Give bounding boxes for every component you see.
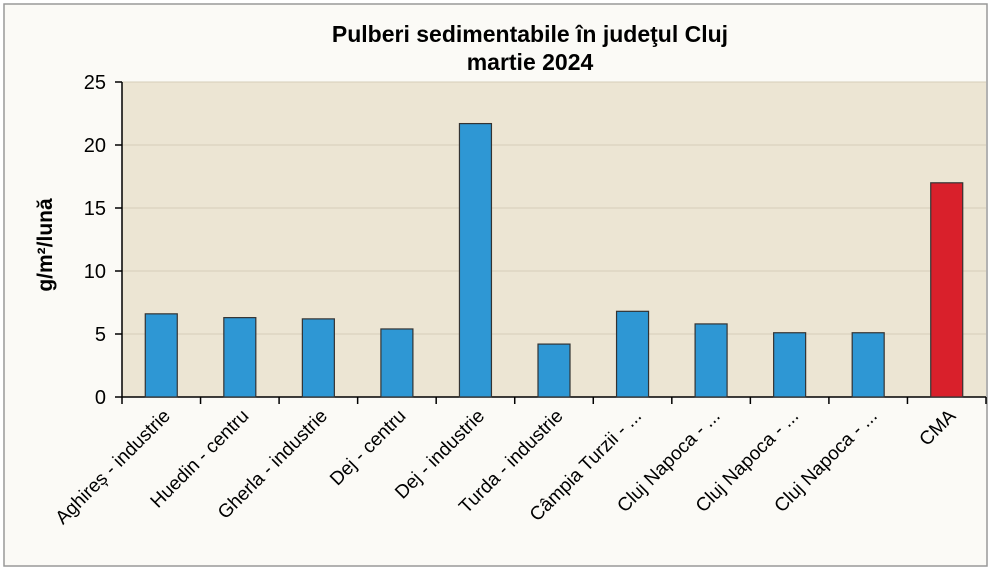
bar: [930, 182, 964, 398]
bar: [773, 332, 807, 398]
y-tick-label: 0: [95, 387, 106, 409]
chart-subtitle: martie 2024: [467, 49, 594, 75]
bar: [851, 332, 885, 398]
y-tick-label: 5: [95, 324, 106, 346]
bar: [458, 122, 493, 398]
y-tick-label: 25: [84, 72, 106, 94]
chart-title: Pulberi sedimentabile în judeţul Cluj: [332, 21, 728, 47]
bar: [223, 317, 257, 398]
bar: [694, 323, 728, 398]
y-tick-label: 15: [84, 198, 106, 220]
bar: [380, 328, 414, 398]
bar: [301, 318, 335, 398]
y-tick-label: 10: [84, 261, 106, 283]
bar: [537, 343, 571, 398]
y-axis-label: g/m²/lună: [34, 198, 57, 292]
bar: [615, 310, 650, 398]
bar: [144, 313, 178, 398]
y-tick-label: 20: [84, 135, 106, 157]
